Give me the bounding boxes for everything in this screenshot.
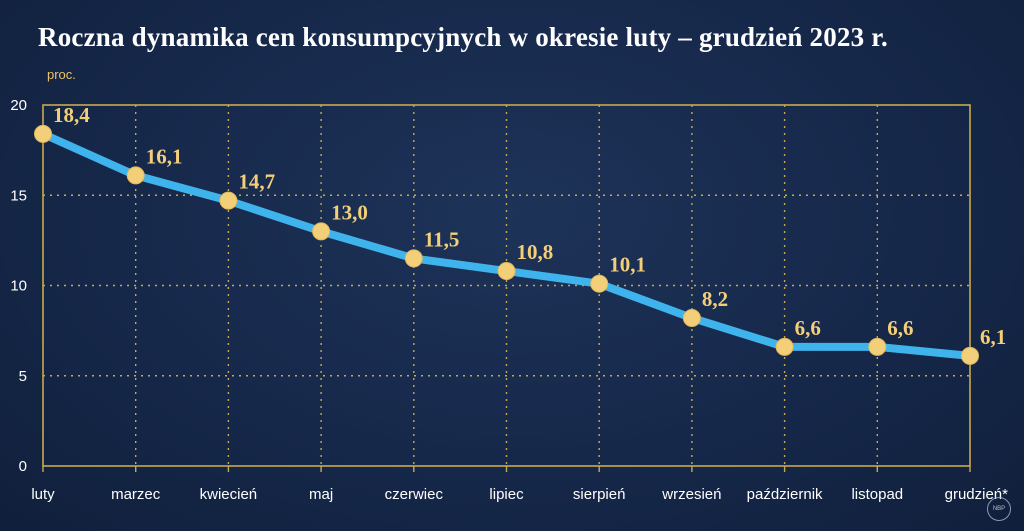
data-label: 14,7 (238, 170, 275, 194)
nbp-logo: NBP (987, 497, 1011, 521)
data-label: 6,6 (887, 316, 913, 340)
x-tick-label: czerwiec (385, 486, 444, 503)
y-tick-label: 5 (19, 368, 27, 385)
x-tick-label: wrzesień (661, 486, 721, 503)
y-axis-ticks: 0 5 10 15 20 (10, 97, 27, 475)
data-point (126, 166, 145, 185)
chart-title: Roczna dynamika cen konsumpcyjnych w okr… (38, 22, 888, 52)
x-axis-ticks: luty marzec kwiecień maj czerwiec lipiec sierp… (31, 486, 1008, 503)
data-point (590, 274, 609, 293)
x-tick-label: kwiecień (200, 486, 258, 503)
data-point (404, 249, 423, 268)
data-label: 16,1 (146, 144, 183, 168)
x-tick-label: listopad (851, 486, 903, 503)
data-labels: 18,4 16,1 14,7 13,0 11,5 10,8 10,1 8,2 6,6 6,6 6,1 (53, 103, 1006, 349)
data-point (868, 337, 887, 356)
data-label: 6,1 (980, 325, 1006, 349)
data-point (219, 191, 238, 210)
y-tick-label: 0 (19, 458, 27, 475)
x-tick-label: luty (31, 486, 55, 503)
x-tick-label: maj (309, 486, 333, 503)
data-point (961, 346, 979, 365)
y-axis-unit-label: proc. (47, 67, 76, 82)
x-tick-label: lipiec (489, 486, 524, 503)
x-tick-label: październik (747, 486, 823, 503)
x-tick-label: marzec (111, 486, 161, 503)
y-tick-label: 20 (10, 97, 27, 114)
data-points (34, 124, 979, 365)
data-point (682, 308, 701, 327)
y-tick-label: 15 (10, 187, 27, 204)
y-tick-label: 10 (10, 278, 27, 295)
data-label: 8,2 (702, 287, 728, 311)
data-label: 6,6 (795, 316, 821, 340)
data-label: 13,0 (331, 200, 368, 224)
data-label: 18,4 (53, 103, 90, 127)
data-point (497, 262, 516, 281)
data-point (34, 124, 52, 143)
data-label: 10,1 (609, 253, 646, 277)
data-label: 10,8 (517, 240, 554, 264)
data-point (775, 337, 794, 356)
x-tick-label: sierpień (573, 486, 626, 503)
data-point (312, 222, 331, 241)
data-label: 11,5 (424, 227, 460, 251)
